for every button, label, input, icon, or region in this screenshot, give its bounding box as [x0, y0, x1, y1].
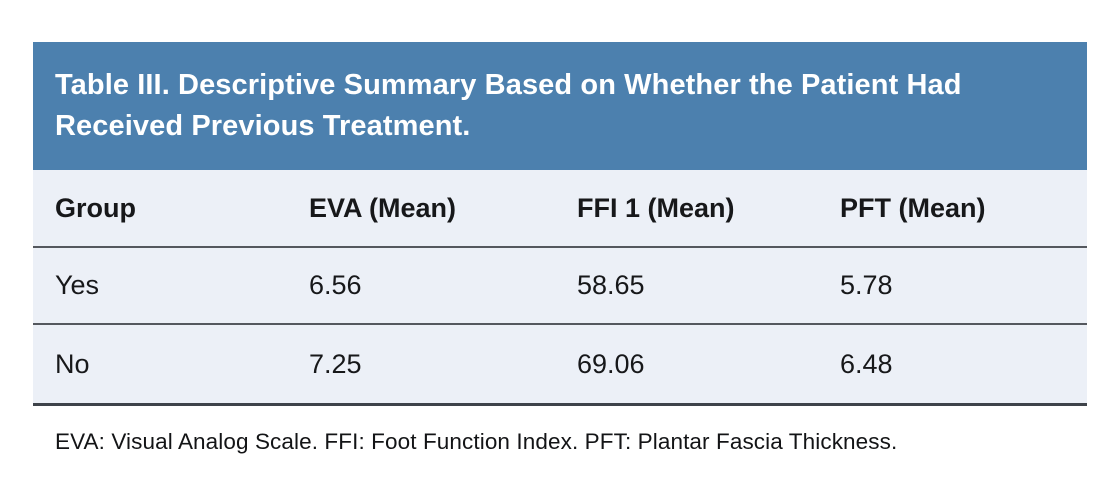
cell-pft: 5.78 — [840, 270, 893, 300]
data-table: Group EVA (Mean) FFI 1 (Mean) PFT (Mean)… — [33, 170, 1087, 406]
table-title: Table III. Descriptive Summary Based on … — [33, 42, 1087, 170]
cell-pft: 6.48 — [840, 348, 893, 379]
table-row: Yes 6.56 58.65 5.78 — [33, 248, 1087, 325]
cell-group: No — [55, 348, 90, 379]
column-header-ffi: FFI 1 (Mean) — [577, 192, 735, 223]
cell-ffi: 69.06 — [577, 348, 645, 379]
column-header-eva: EVA (Mean) — [309, 192, 457, 223]
cell-group: Yes — [55, 270, 100, 300]
table-row: No 7.25 69.06 6.48 — [33, 325, 1087, 406]
column-header-pft: PFT (Mean) — [840, 192, 986, 223]
cell-eva: 6.56 — [309, 270, 362, 300]
table-header-row: Group EVA (Mean) FFI 1 (Mean) PFT (Mean) — [33, 170, 1087, 248]
column-header-group: Group — [55, 192, 136, 223]
table-card: Table III. Descriptive Summary Based on … — [33, 42, 1087, 406]
cell-eva: 7.25 — [309, 348, 362, 379]
cell-ffi: 58.65 — [577, 270, 645, 300]
table-footnote: EVA: Visual Analog Scale. FFI: Foot Func… — [55, 429, 898, 454]
